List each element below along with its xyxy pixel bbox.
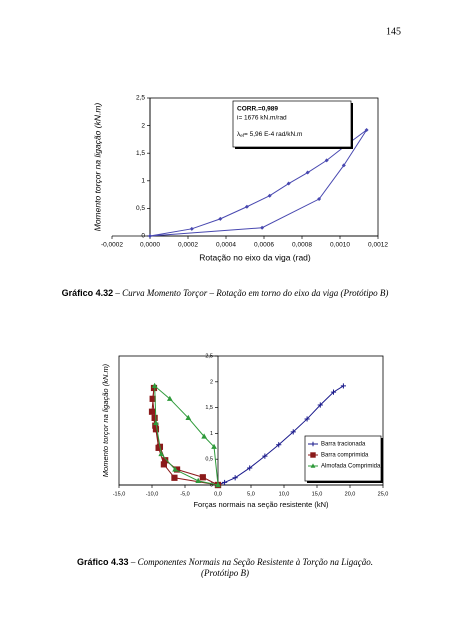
data-point (189, 226, 194, 231)
annotation-subscript: ef (240, 133, 245, 138)
data-point (305, 170, 310, 175)
y-tick-label: 0,5 (205, 457, 213, 463)
x-tick-label: -10,0 (146, 491, 159, 497)
x-tick-label: 15,0 (312, 491, 323, 497)
y-tick-label: 2 (210, 379, 213, 385)
data-point (151, 414, 158, 422)
data-point (276, 442, 282, 448)
x-tick-label: -0,0002 (101, 242, 123, 249)
data-point (232, 475, 238, 481)
data-point (317, 197, 322, 202)
legend-label: Almofada Comprimida (321, 464, 381, 470)
data-point (244, 204, 249, 209)
y-tick-label: 0 (141, 233, 145, 240)
data-point (172, 466, 178, 472)
data-point (151, 382, 158, 389)
data-point (317, 402, 323, 408)
x-tick-label: 0,0008 (292, 242, 312, 249)
x-axis-label: Rotação no eixo da viga (rad) (199, 252, 311, 262)
data-point (260, 225, 265, 230)
data-point (262, 453, 268, 459)
caption: Gráfico 4.33 – Componentes Normais na Se… (77, 557, 373, 567)
y-tick-label: 2 (141, 122, 145, 129)
caption-label: Gráfico 4.33 (77, 557, 129, 567)
data-point (211, 443, 217, 449)
data-point (199, 474, 206, 481)
annotation-text: λef= 5,96 E-4 rad/kN.m (237, 131, 302, 138)
caption: Gráfico 4.32 – Curva Momento Torçor – Ro… (62, 288, 389, 298)
data-point (185, 414, 192, 420)
data-point (286, 181, 291, 186)
x-tick-label: -15,0 (113, 491, 126, 497)
y-tick-label: 1,5 (136, 150, 145, 157)
data-point (171, 474, 178, 481)
data-point (290, 429, 296, 435)
x-tick-label: -5,0 (180, 491, 189, 497)
data-point (218, 216, 223, 221)
x-tick-label: 10,0 (279, 491, 290, 497)
x-tick-label: 25,0 (378, 491, 389, 497)
x-tick-label: 0,0002 (178, 242, 198, 249)
data-point (158, 450, 165, 457)
legend-marker (310, 452, 316, 458)
caption: (Protótipo B) (201, 568, 249, 578)
data-point (195, 477, 202, 483)
data-point (166, 395, 173, 401)
data-point (148, 234, 152, 238)
data-point (267, 193, 272, 198)
y-tick-label: 2,5 (136, 95, 145, 102)
page-number: 145 (386, 26, 401, 37)
y-tick-label: 1 (141, 178, 145, 185)
y-axis-label: Momento torçor na ligação (kN.m) (101, 363, 110, 477)
y-axis-label: Momento torçor na ligação (kN.m) (92, 103, 102, 232)
x-axis-label: Forças normais na seção resistente (kN) (193, 500, 329, 509)
caption-text: – Curva Momento Torçor – Rotação em torn… (114, 288, 388, 298)
x-tick-label: 0,0000 (140, 242, 160, 249)
x-tick-label: 0,0010 (330, 242, 350, 249)
y-tick-label: 1 (210, 431, 213, 437)
annotation-text: i= 1676 kN.m/rad (237, 115, 287, 122)
legend-label: Barra tracionada (321, 442, 366, 448)
legend-marker (310, 463, 316, 468)
legend-label: Barra comprimida (321, 453, 369, 459)
caption-label: Gráfico 4.32 (62, 288, 114, 298)
data-line (149, 129, 368, 237)
data-point (148, 408, 156, 415)
x-tick-label: 0,0012 (368, 242, 388, 249)
x-tick-label: 5,0 (247, 491, 255, 497)
data-point (155, 444, 162, 451)
data-point (330, 389, 337, 395)
annotation-text: = 5,96 E-4 rad/kN.m (244, 131, 302, 138)
data-point (201, 433, 207, 439)
x-tick-label: 0,0006 (254, 242, 274, 249)
legend-marker (310, 441, 316, 447)
data-point (364, 128, 369, 133)
data-point (247, 465, 253, 471)
data-point (222, 479, 228, 486)
y-tick-label: 2,5 (205, 353, 213, 359)
annotation-symbol: λ (237, 131, 241, 138)
data-point (324, 158, 329, 163)
data-point (215, 481, 221, 488)
y-tick-label: 1,5 (205, 405, 213, 411)
annotation-box (232, 100, 352, 148)
x-tick-label: 0,0 (214, 491, 222, 497)
data-point (340, 383, 346, 389)
y-tick-label: 0 (210, 482, 213, 488)
y-tick-label: 0,5 (136, 205, 145, 212)
annotation-text: CORR.=0,989 (237, 106, 278, 113)
data-point (153, 419, 159, 426)
x-tick-label: 20,0 (345, 491, 356, 497)
data-point (304, 416, 310, 422)
data-point (160, 461, 167, 468)
data-point (341, 163, 346, 168)
caption-text: – Componentes Normais na Seção Resistent… (130, 557, 373, 567)
data-point (149, 395, 156, 402)
x-tick-label: 0,0004 (216, 242, 236, 249)
caption-text: (Protótipo B) (201, 568, 249, 578)
